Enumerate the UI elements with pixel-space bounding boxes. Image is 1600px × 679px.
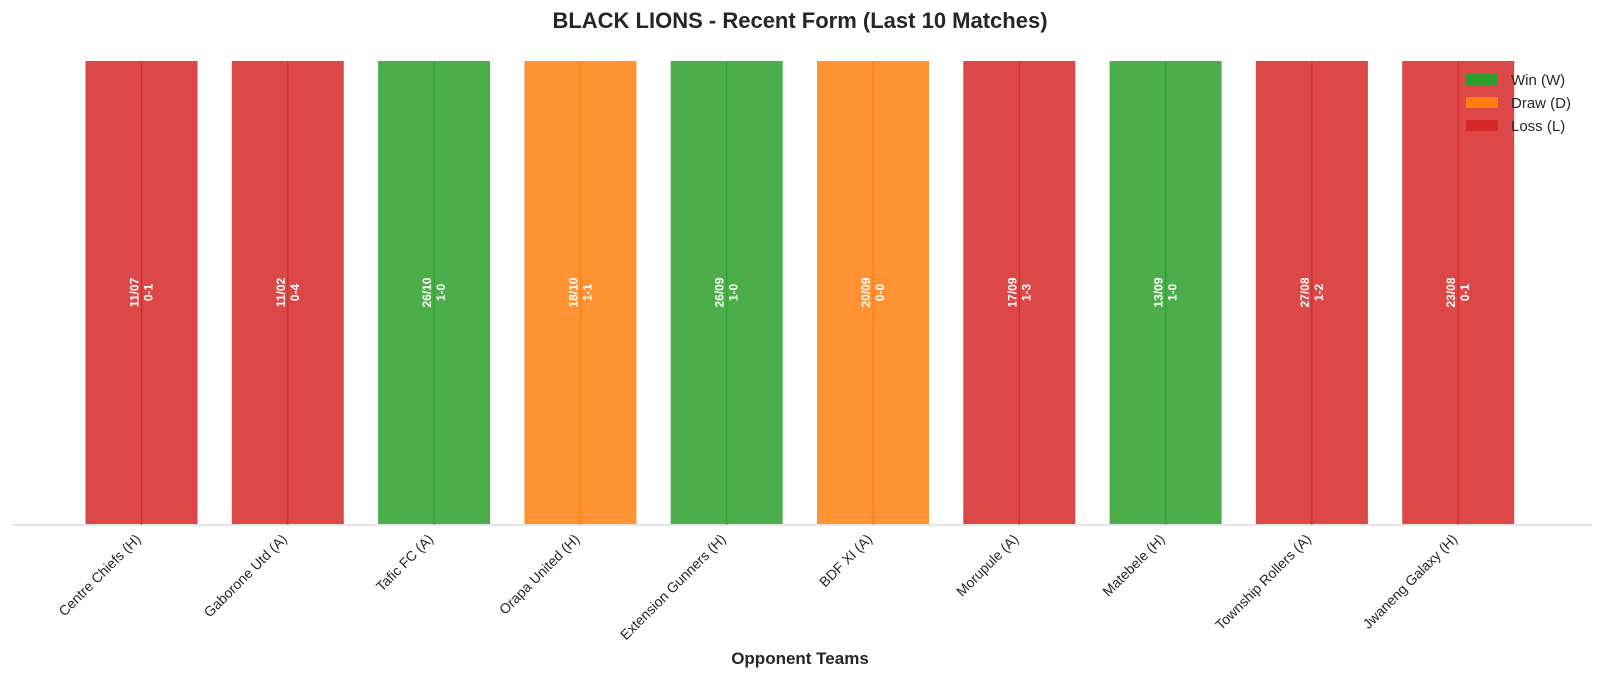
legend: Win (W) Draw (D) Loss (L) [1466,72,1571,135]
x-tick-label: Morupule (A) [953,531,1022,600]
x-axis-label: Opponent Teams [731,649,869,668]
x-tick-label: Extension Gunners (H) [617,531,729,643]
bar-date-label: 20/09 [859,277,873,307]
bar-date-label: 11/02 [274,277,288,307]
legend-label-w: Win (W) [1511,72,1565,89]
x-tick-label: Gaborone Utd (A) [200,531,289,620]
bar-score-label: 1-2 [1312,284,1326,302]
bar-score-label: 1-3 [1019,284,1033,302]
legend-label-d: Draw (D) [1511,95,1571,112]
x-tick-label: BDF XI (A) [816,531,875,590]
legend-swatch-l [1466,120,1498,131]
bar-score-label: 0-1 [1458,284,1472,302]
bar-date-label: 18/10 [566,277,580,307]
legend-label-l: Loss (L) [1511,118,1565,135]
x-tick-label: Jwaneng Galaxy (H) [1359,531,1460,632]
bar-score-label: 0-0 [873,284,887,302]
bars-group: 11/07 0-1 11/02 0-4 26/10 1-0 18/10 1-1 26/09 1-0… [83,59,1517,526]
bar-score-label: 1-1 [580,284,594,302]
x-tick-label: Tafic FC (A) [373,531,437,595]
bar-score-label: 1-0 [434,284,448,302]
bar-score-label: 0-1 [142,284,156,302]
x-tick-label: Orapa United (H) [496,531,583,618]
bar-date-label: 26/09 [713,277,727,307]
bar-date-label: 26/10 [420,277,434,307]
bar-score-label: 0-4 [288,284,302,302]
bar-score-label: 1-0 [727,284,741,302]
legend-swatch-d [1466,97,1498,108]
chart-title: BLACK LIONS - Recent Form (Last 10 Match… [552,8,1047,33]
x-tick-label: Centre Chiefs (H) [55,531,143,619]
bar-date-label: 27/08 [1298,277,1312,307]
bar-score-label: 1-0 [1166,284,1180,302]
bar-date-label: 11/07 [128,277,142,307]
bar-date-label: 13/09 [1152,277,1166,307]
legend-swatch-w [1466,74,1498,85]
x-tick-label: Matebele (H) [1099,531,1168,600]
bar-date-label: 23/08 [1444,277,1458,307]
bar-date-label: 17/09 [1005,277,1019,307]
x-tick-label: Township Rollers (A) [1212,531,1314,633]
x-tick-labels: Centre Chiefs (H) Gaborone Utd (A) Tafic F… [55,531,1460,643]
